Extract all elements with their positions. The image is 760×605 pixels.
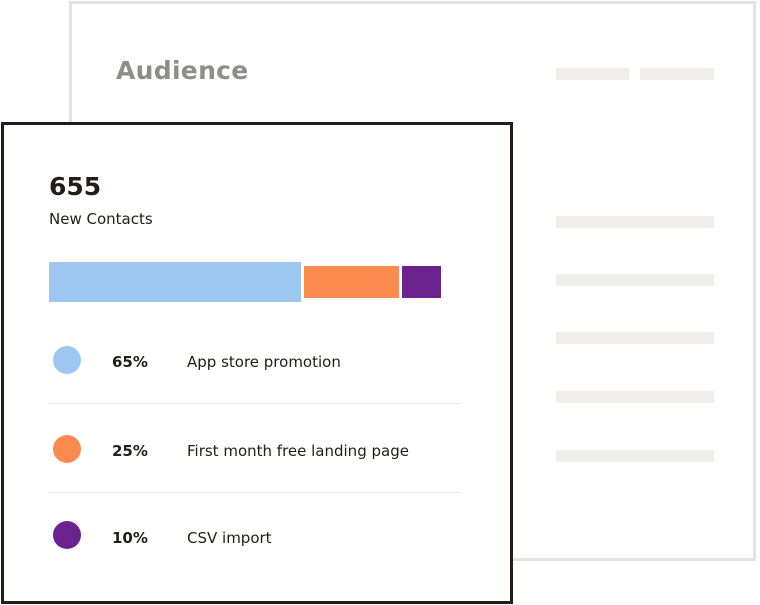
csv-import-dot-icon	[53, 521, 81, 549]
placeholder-line	[556, 332, 714, 344]
legend-divider	[49, 492, 461, 493]
new-contacts-card	[1, 122, 513, 604]
audience-title: Audience	[116, 56, 249, 85]
csv-import-percent: 10%	[112, 529, 148, 547]
placeholder-line	[556, 274, 714, 286]
app-store-percent: 65%	[112, 353, 148, 371]
source-breakdown-bar	[49, 262, 442, 302]
placeholder-line	[556, 68, 629, 80]
placeholder-line	[556, 450, 714, 462]
legend-divider	[49, 403, 461, 404]
bar-segment-landing-page	[304, 266, 399, 298]
landing-page-percent: 25%	[112, 442, 148, 460]
landing-page-label: First month free landing page	[187, 442, 409, 460]
bar-segment-csv-import	[402, 266, 441, 298]
new-contacts-label: New Contacts	[49, 210, 153, 228]
placeholder-line	[556, 391, 714, 403]
app-store-dot-icon	[53, 346, 81, 374]
csv-import-label: CSV import	[187, 529, 272, 547]
bar-segment-app-store	[49, 262, 301, 302]
placeholder-line	[556, 216, 714, 228]
landing-page-dot-icon	[53, 435, 81, 463]
placeholder-line	[640, 68, 714, 80]
new-contacts-count: 655	[49, 172, 102, 201]
app-store-label: App store promotion	[187, 353, 341, 371]
